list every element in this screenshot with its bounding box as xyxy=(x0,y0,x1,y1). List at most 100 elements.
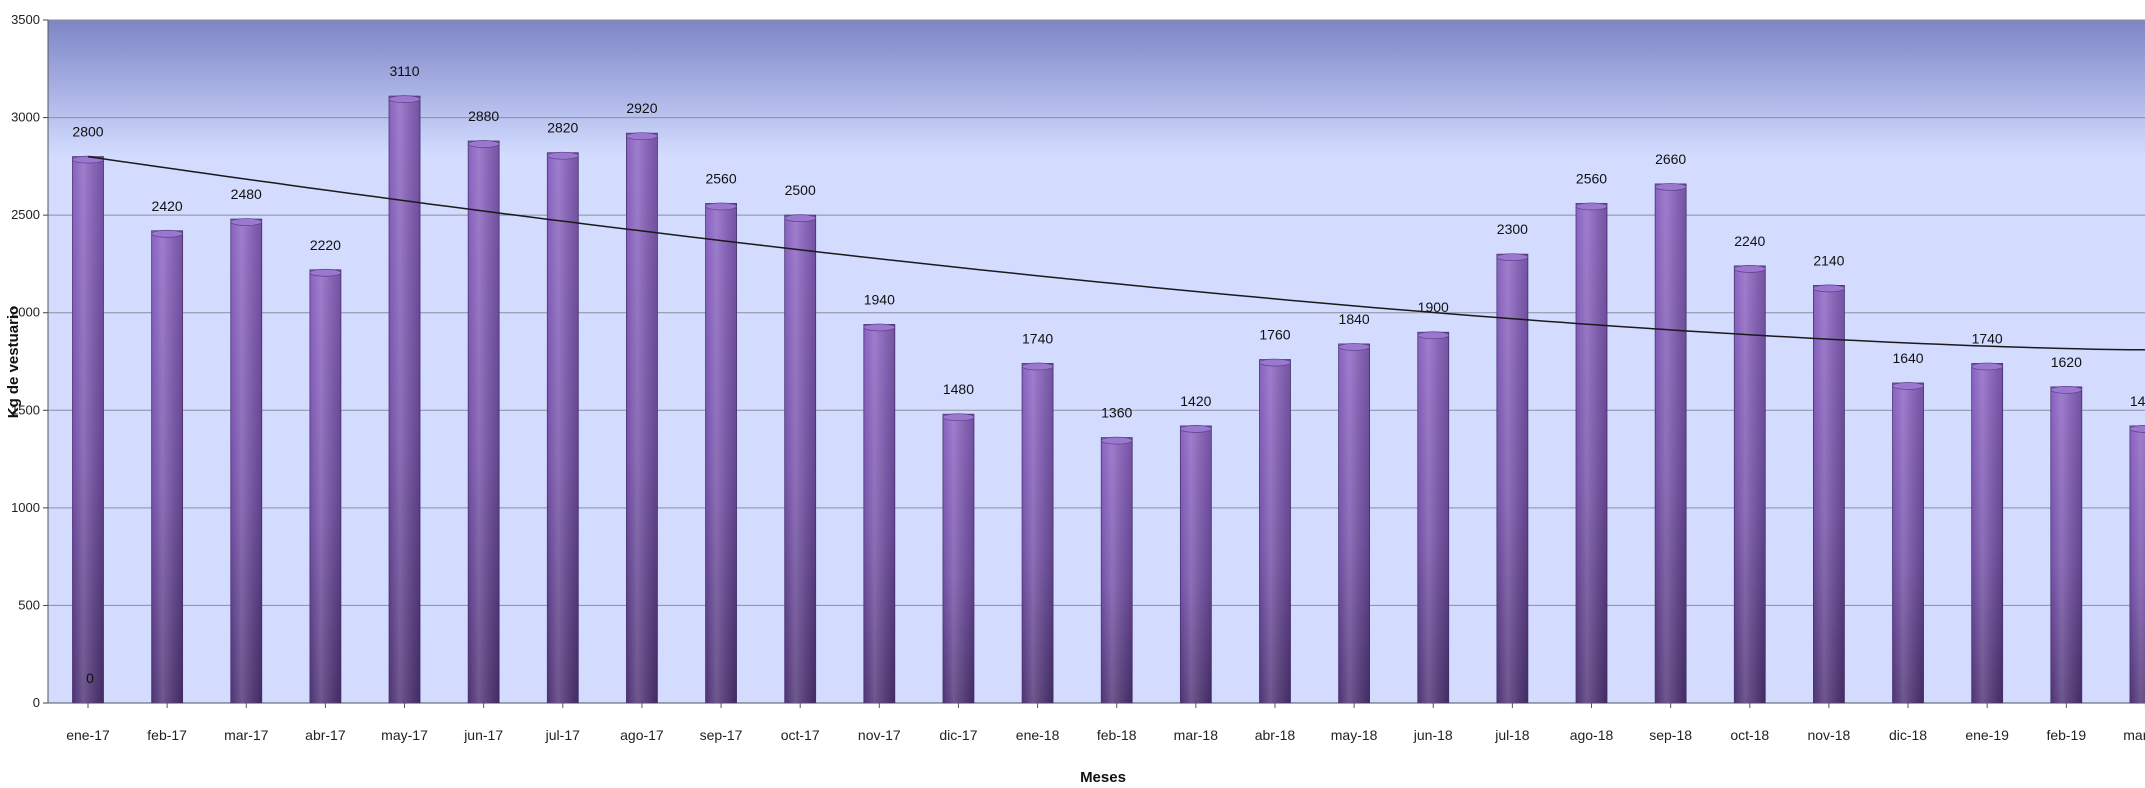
data-label: 2820 xyxy=(547,120,578,136)
bar-cap xyxy=(151,229,183,238)
data-label: 2300 xyxy=(1497,221,1528,237)
x-tick-label: jul-18 xyxy=(1494,727,1529,743)
x-tick-label: ago-18 xyxy=(1570,727,1614,743)
data-label: 2500 xyxy=(785,182,816,198)
bar-cap xyxy=(546,151,579,160)
bar-cap xyxy=(388,95,421,103)
bar-cap xyxy=(626,132,658,141)
bar-cap xyxy=(784,214,817,222)
x-tick-label: jun-17 xyxy=(463,727,503,743)
bar-sheen xyxy=(1971,363,2003,703)
bar-sheen xyxy=(705,203,737,704)
bar-cap xyxy=(1971,362,2004,371)
y-axis-title: Kg de vestuario xyxy=(5,306,22,419)
bar-sheen xyxy=(2129,425,2145,703)
data-label: 1840 xyxy=(1339,311,1370,327)
data-label: 2480 xyxy=(231,186,262,202)
bar-cap xyxy=(1733,265,1766,273)
bar-sheen xyxy=(547,152,579,703)
data-label: 1760 xyxy=(1259,327,1290,343)
data-label: 2800 xyxy=(72,124,103,140)
y-tick-label: 0 xyxy=(33,695,40,710)
bar-sheen xyxy=(1734,265,1766,703)
bar-sheen xyxy=(468,140,500,703)
bar-cap xyxy=(1179,425,1212,433)
bar-cap xyxy=(1813,284,1845,293)
x-tick-label: may-18 xyxy=(1331,727,1378,743)
data-label: 2660 xyxy=(1655,151,1686,167)
bar-sheen xyxy=(1655,183,1687,704)
bar-sheen xyxy=(389,96,421,703)
bar-sheen xyxy=(309,269,341,703)
y-tick-label: 2000 xyxy=(11,305,40,320)
bar-cap xyxy=(1100,436,1133,445)
bar-cap xyxy=(1892,382,1924,390)
bar-sheen xyxy=(942,414,974,703)
bar-sheen xyxy=(784,215,816,703)
x-tick-label: feb-19 xyxy=(2046,727,2086,743)
bar-cap xyxy=(2050,386,2083,394)
x-tick-label: sep-17 xyxy=(700,727,743,743)
x-tick-label: feb-17 xyxy=(147,727,187,743)
x-tick-label: jul-17 xyxy=(545,727,580,743)
bar-cap xyxy=(1259,358,1291,367)
x-tick-label: abr-17 xyxy=(305,727,346,743)
data-label: 2560 xyxy=(1576,170,1607,186)
data-label: 2420 xyxy=(152,198,183,214)
bar-sheen xyxy=(1338,343,1370,703)
data-label: 1480 xyxy=(943,381,974,397)
x-tick-label: oct-17 xyxy=(781,727,820,743)
bar-sheen xyxy=(1417,332,1449,703)
data-label: 2240 xyxy=(1734,233,1765,249)
data-label: 1420 xyxy=(2130,393,2145,409)
bar-cap xyxy=(705,202,737,211)
x-tick-label: sep-18 xyxy=(1649,727,1692,743)
data-label: 2140 xyxy=(1813,252,1844,268)
data-label: 1360 xyxy=(1101,405,1132,421)
y-tick-label: 1500 xyxy=(11,402,40,417)
bar-cap xyxy=(467,140,500,148)
data-label: 1940 xyxy=(864,291,895,307)
bar-sheen xyxy=(626,133,658,703)
bar-sheen xyxy=(1813,285,1845,703)
data-label: 1640 xyxy=(1892,350,1923,366)
data-label: 1420 xyxy=(1180,393,1211,409)
bar-cap xyxy=(1338,343,1370,351)
bar-cap xyxy=(230,218,263,226)
x-tick-label: mar-17 xyxy=(224,727,269,743)
data-label: 3110 xyxy=(389,63,419,79)
bar-cap xyxy=(863,323,896,332)
bar-sheen xyxy=(1101,437,1133,703)
bar-cap xyxy=(1417,331,1450,340)
zero-label: 0 xyxy=(86,670,94,686)
bar-sheen xyxy=(1022,363,1054,703)
bar-cap xyxy=(942,413,975,422)
bar-sheen xyxy=(863,324,895,703)
bar-sheen xyxy=(2050,386,2082,703)
x-tick-label: ene-18 xyxy=(1016,727,1060,743)
data-label: 2920 xyxy=(626,100,657,116)
data-label: 1740 xyxy=(1022,330,1053,346)
x-tick-label: dic-18 xyxy=(1889,727,1927,743)
x-tick-label: abr-18 xyxy=(1255,727,1296,743)
bar-sheen xyxy=(151,230,183,704)
bar-cap xyxy=(309,268,342,277)
bar-sheen xyxy=(1576,203,1608,704)
y-tick-label: 3500 xyxy=(11,12,40,27)
bar-sheen xyxy=(72,156,104,704)
x-tick-label: may-17 xyxy=(381,727,428,743)
x-tick-label: mar-18 xyxy=(1174,727,1219,743)
trendline xyxy=(87,155,2145,351)
data-label: 2880 xyxy=(468,108,499,124)
bar-cap xyxy=(2129,425,2145,433)
bar-cap xyxy=(1496,253,1529,262)
x-tick-label: oct-18 xyxy=(1730,727,1769,743)
x-tick-label: dic-17 xyxy=(939,727,977,743)
bar-cap xyxy=(1654,183,1687,191)
x-axis-title: Meses xyxy=(1080,769,1126,786)
x-tick-label: nov-17 xyxy=(858,727,901,743)
x-tick-label: feb-18 xyxy=(1097,727,1137,743)
data-label: 2220 xyxy=(310,237,341,253)
